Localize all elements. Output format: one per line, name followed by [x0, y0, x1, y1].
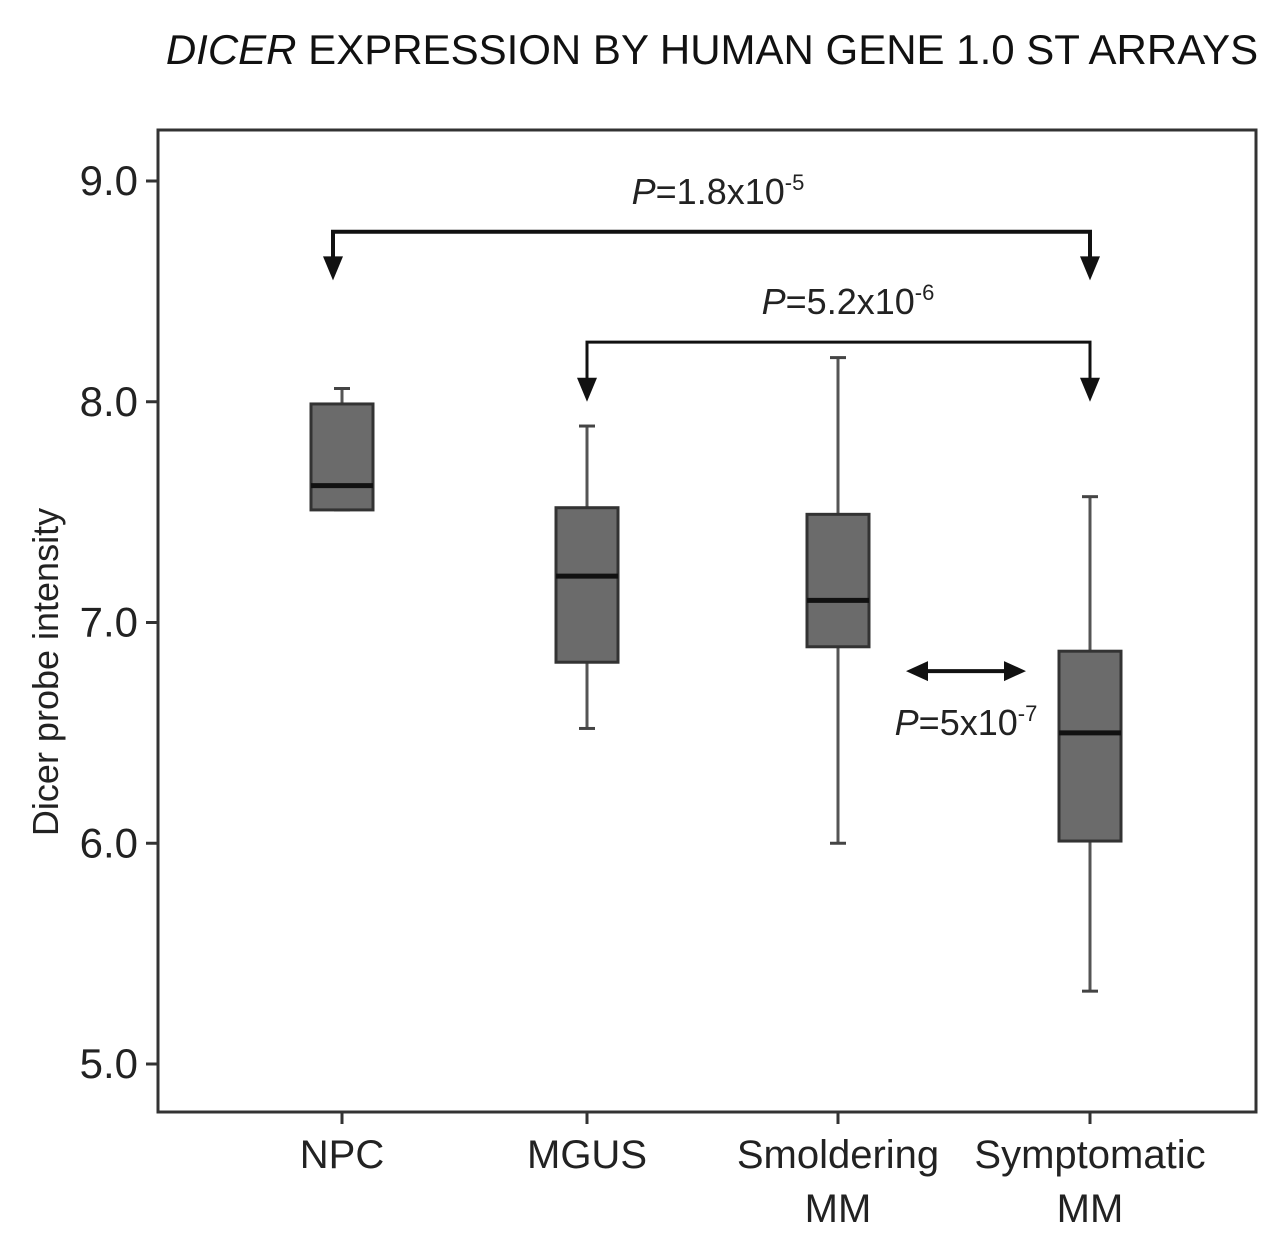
arrow-head-right [1004, 661, 1026, 682]
bracket [331, 229, 1092, 261]
box-body [805, 512, 871, 649]
chart-title-rest: EXPRESSION BY HUMAN GENE 1.0 ST ARRAYS [297, 26, 1259, 73]
p-value-label: P=1.8x10-5 [632, 170, 805, 212]
p-value-label: P=5x10-7 [895, 701, 1038, 743]
box-4 [1057, 495, 1123, 993]
x-tick-label: Smoldering [737, 1133, 939, 1177]
chart-title: DICER EXPRESSION BY HUMAN GENE 1.0 ST AR… [166, 26, 1258, 73]
box-body [554, 506, 620, 664]
annotation-1: P=1.8x10-5 [323, 170, 1100, 281]
chart-title-italic: DICER [166, 26, 297, 73]
x-tick-label: NPC [300, 1133, 384, 1177]
arrow-head [577, 377, 597, 402]
bracket [585, 340, 1092, 382]
arrow-head [1080, 256, 1100, 281]
box-body [309, 402, 375, 512]
y-tick-label: 9.0 [80, 157, 138, 204]
y-tick-label: 8.0 [80, 378, 138, 425]
box-3 [805, 356, 871, 845]
annotation-3: P=5x10-7 [895, 661, 1038, 743]
arrow-head-left [906, 661, 928, 682]
significance-annotations: P=1.8x10-5 P=5.2x10-6 P=5x10-7 [323, 170, 1100, 743]
y-tick-label: 7.0 [80, 599, 138, 646]
x-tick-label: MGUS [527, 1133, 647, 1177]
box-series [309, 356, 1123, 993]
x-tick-label: Symptomatic [974, 1133, 1205, 1177]
arrow-head [323, 256, 343, 281]
x-tick-label-line2: MM [805, 1187, 872, 1231]
box-1 [309, 387, 375, 512]
x-axis: NPC MGUS Smoldering MM Symptomatic MM [300, 1112, 1206, 1231]
annotation-2: P=5.2x10-6 [577, 280, 1100, 402]
y-tick-label: 5.0 [80, 1040, 138, 1087]
y-axis: 5.0 6.0 7.0 8.0 9.0 [80, 157, 158, 1087]
x-tick-label-line2: MM [1057, 1187, 1124, 1231]
box-body [1057, 649, 1123, 843]
p-value-label: P=5.2x10-6 [762, 280, 935, 322]
y-axis-label: Dicer probe intensity [25, 508, 66, 836]
box-2 [554, 424, 620, 730]
arrow-head [1080, 377, 1100, 402]
y-tick-label: 6.0 [80, 819, 138, 866]
